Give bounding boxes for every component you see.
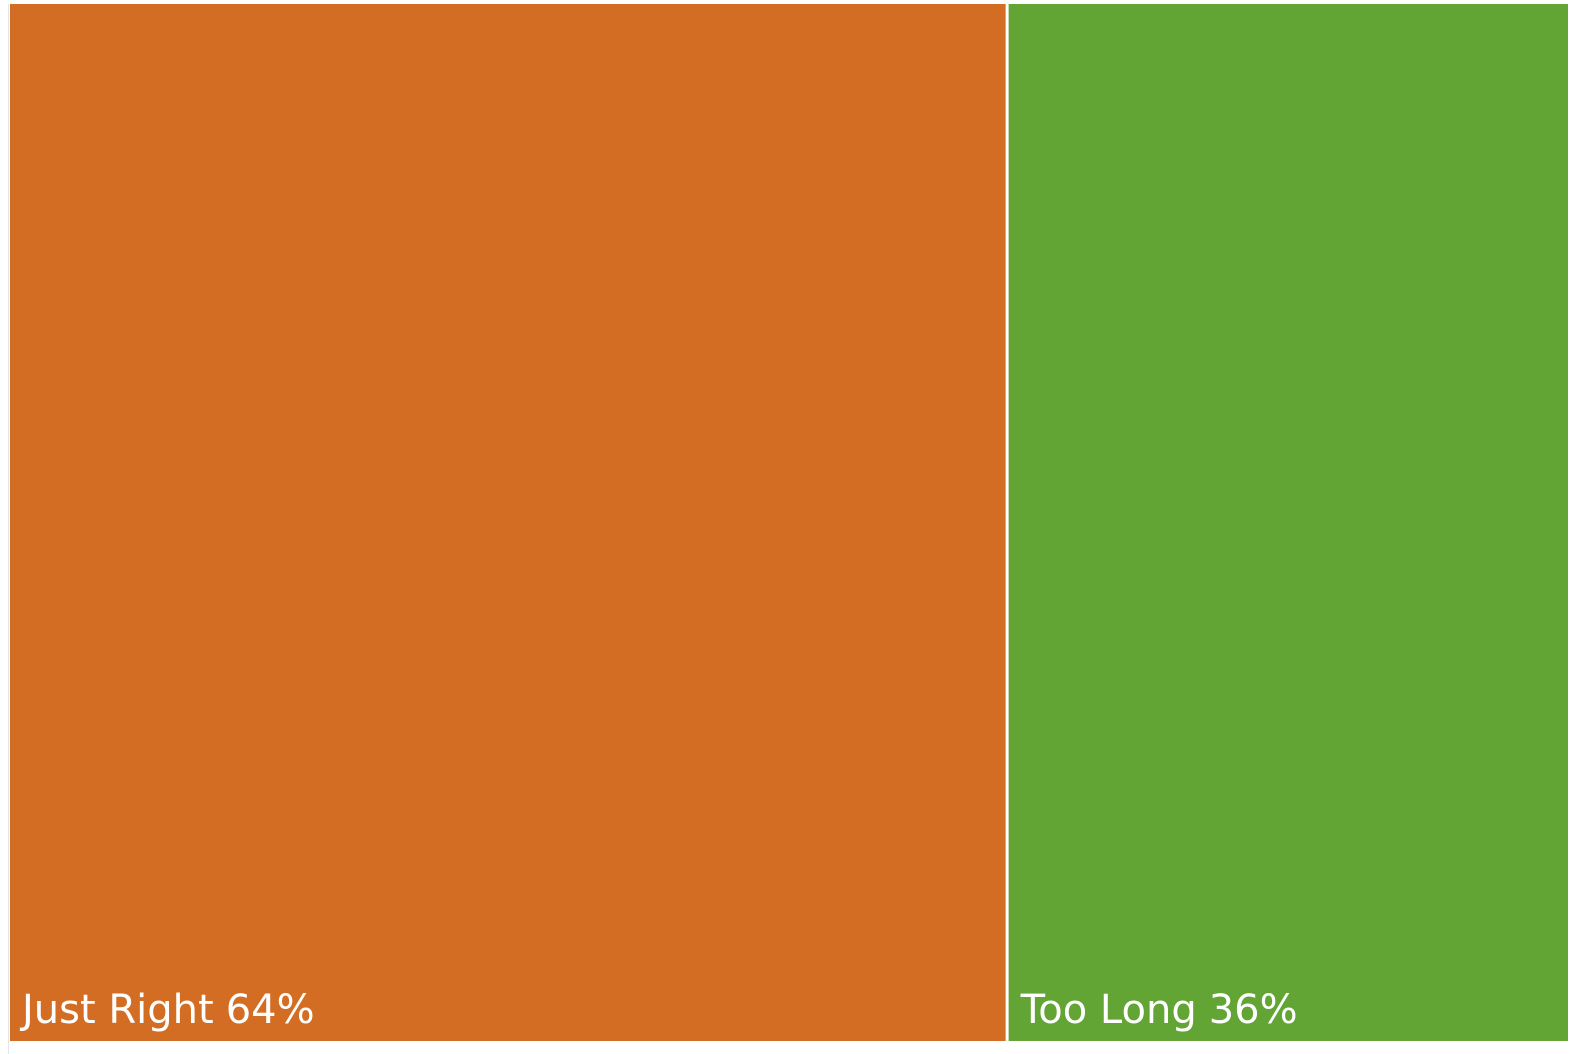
tile-category: Too Long <box>1020 987 1197 1033</box>
treemap-tile <box>1008 4 1568 1041</box>
treemap-tile <box>10 4 1006 1041</box>
tile-category: Just Right <box>19 987 214 1033</box>
tile-value: 64% <box>226 987 315 1033</box>
tile-label: Too Long 36% <box>1020 987 1298 1033</box>
tile-value: 36% <box>1209 987 1298 1033</box>
tile-label: Just Right 64% <box>19 987 315 1033</box>
